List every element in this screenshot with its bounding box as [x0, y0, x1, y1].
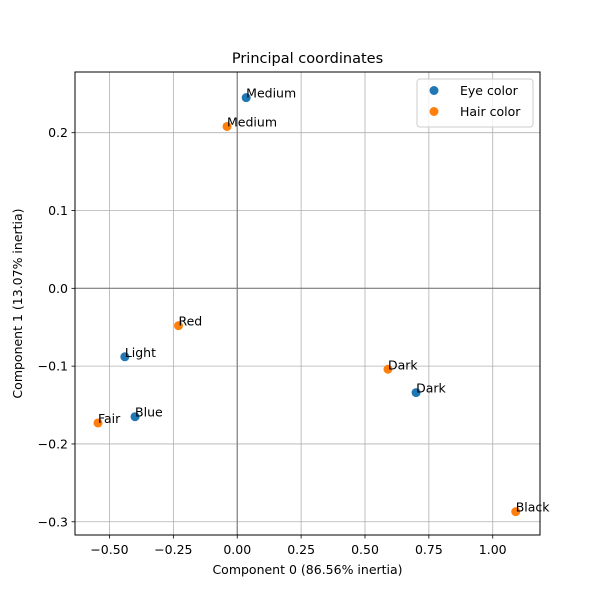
legend-label-eye-color: Eye color: [460, 83, 519, 98]
point-label: Light: [125, 345, 156, 360]
point-hair-color: [93, 418, 103, 428]
point-label: Dark: [388, 357, 418, 372]
y-tick-label: −0.2: [38, 436, 68, 451]
point-label: Dark: [416, 381, 446, 396]
y-tick-label: −0.3: [38, 514, 68, 529]
point-hair-color: [383, 364, 393, 374]
point-label: Fair: [98, 411, 121, 426]
legend-marker-eye-color: [429, 86, 439, 95]
legend-box: [416, 78, 534, 128]
point-label: Blue: [135, 405, 163, 420]
y-tick-label: −0.1: [38, 359, 68, 374]
x-tick-label: −0.50: [90, 542, 128, 557]
x-tick-label: 0.25: [287, 542, 315, 557]
y-axis: −0.3 −0.2 −0.1 0.0 0.1 0.2: [38, 125, 75, 529]
point-label: Medium: [246, 86, 296, 101]
x-axis-label: Component 0 (86.56% inertia): [212, 562, 402, 577]
point-eye-color: [120, 352, 130, 362]
y-tick-label: 0.1: [48, 203, 68, 218]
point-label: Medium: [227, 114, 277, 129]
legend: Eye color Hair color: [416, 78, 534, 128]
legend-marker-hair-color: [429, 107, 439, 116]
zero-lines: [75, 72, 540, 535]
point-hair-color: [173, 321, 183, 331]
point-label: Red: [178, 314, 202, 329]
x-tick-label: 0.50: [351, 542, 379, 557]
point-label: Black: [516, 500, 551, 515]
chart-title: Principal coordinates: [232, 51, 383, 67]
data-points: Light Blue Medium Dark Fair Red Medium Dark Blac…: [93, 86, 551, 517]
point-eye-color: [130, 412, 140, 422]
x-tick-label: 0.00: [223, 542, 251, 557]
y-tick-label: 0.0: [48, 281, 68, 296]
x-axis: −0.50 −0.25 0.00 0.25 0.50 0.75 1.00: [90, 535, 507, 557]
x-tick-label: −0.25: [154, 542, 192, 557]
point-eye-color: [411, 388, 421, 398]
plot-frame: [74, 71, 541, 536]
y-axis-label: Component 1 (13.07% inertia): [10, 208, 25, 398]
point-hair-color: [222, 121, 232, 131]
point-eye-color: [241, 93, 251, 103]
x-tick-label: 1.00: [479, 542, 507, 557]
y-tick-label: 0.2: [48, 125, 68, 140]
x-tick-label: 0.75: [415, 542, 443, 557]
point-hair-color: [511, 507, 521, 517]
legend-label-hair-color: Hair color: [460, 104, 521, 119]
